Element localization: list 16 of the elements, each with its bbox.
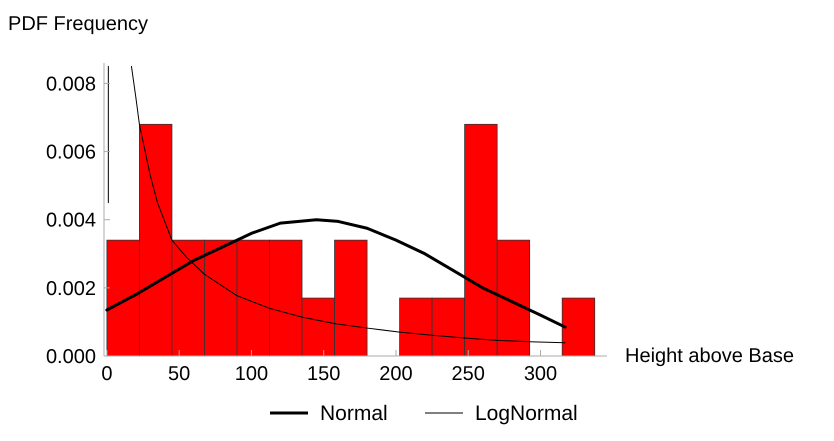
x-axis-title: Height above Base <box>625 345 794 367</box>
y-tick-label: 0.008 <box>46 73 96 96</box>
y-tick-label: 0.002 <box>46 278 96 300</box>
x-tick-label: 250 <box>452 363 485 385</box>
y-tick-label: 0.000 <box>46 346 96 368</box>
x-tick-label: 0 <box>101 363 112 385</box>
x-tick-label: 50 <box>168 363 190 385</box>
legend-label: Normal <box>320 402 388 425</box>
y-axis-title: PDF Frequency <box>8 13 148 35</box>
x-tick-label: 300 <box>524 363 558 385</box>
x-tick-label: 150 <box>307 363 340 385</box>
legend-label: LogNormal <box>475 402 578 425</box>
y-tick-label: 0.004 <box>46 210 96 232</box>
x-tick-label: 200 <box>379 363 413 385</box>
x-tick-label: 100 <box>234 363 268 385</box>
y-tick-label: 0.006 <box>46 142 96 164</box>
